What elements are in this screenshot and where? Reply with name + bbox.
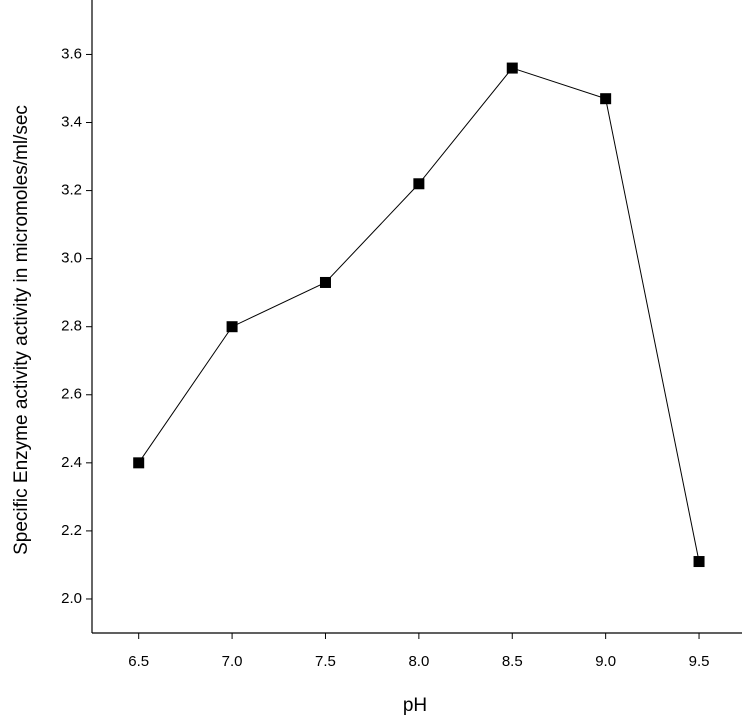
y-tick-label: 2.6 <box>61 386 82 403</box>
y-tick-label: 3.2 <box>61 182 82 199</box>
series-line <box>138 67 700 562</box>
x-tick-label: 7.5 <box>315 653 336 670</box>
data-point <box>506 62 518 74</box>
y-tick-label: 3.0 <box>61 250 82 267</box>
y-tick-label: 3.6 <box>61 45 82 62</box>
x-axis-title: pH <box>403 695 427 716</box>
y-tick-label: 2.2 <box>61 522 82 539</box>
y-tick-label: 2.0 <box>61 590 82 607</box>
x-tick-label: 9.0 <box>595 653 616 670</box>
data-point <box>319 276 331 288</box>
y-tick-label: 2.4 <box>61 454 82 471</box>
x-tick-label: 9.5 <box>689 653 710 670</box>
y-tick-label: 3.4 <box>61 113 82 130</box>
x-tick-label: 8.5 <box>502 653 523 670</box>
x-tick-label: 8.0 <box>408 653 429 670</box>
data-point <box>413 178 425 190</box>
data-point <box>226 321 238 333</box>
y-axis-title: Specific Enzyme activity activity in mic… <box>11 105 32 555</box>
y-tick-label: 2.8 <box>61 318 82 335</box>
data-point <box>133 457 145 469</box>
x-tick-label: 6.5 <box>128 653 149 670</box>
data-point <box>693 556 705 568</box>
x-tick-label: 7.0 <box>222 653 243 670</box>
data-point <box>600 93 612 105</box>
